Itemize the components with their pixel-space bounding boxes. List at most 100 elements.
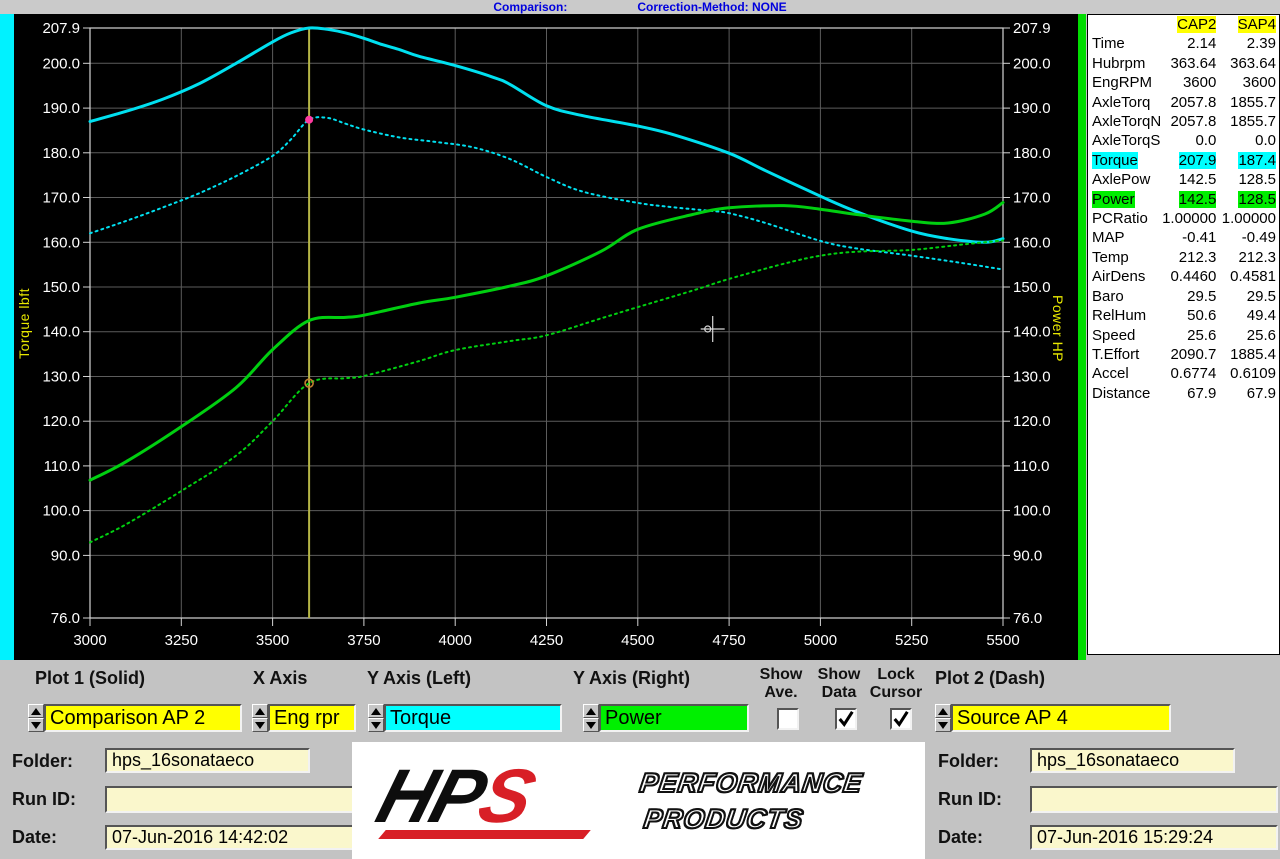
- table-row: Temp 212.3 212.3: [1088, 248, 1279, 267]
- table-row: AirDens 0.4460 0.4581: [1088, 267, 1279, 286]
- spinner-down-button[interactable]: [935, 718, 951, 732]
- comparison-header: Comparison: Correction-Method: NONE: [0, 0, 1280, 14]
- sap4-value: 49.4: [1246, 307, 1276, 325]
- plot1-spinner: [28, 704, 44, 732]
- power-axis-color-bar: [1078, 14, 1086, 660]
- sap4-value: 1855.7: [1230, 113, 1276, 131]
- left-tick-label: 160.0: [42, 234, 80, 251]
- cap2-value: 2090.7: [1170, 345, 1217, 363]
- left-tick-label: 120.0: [42, 413, 80, 430]
- spinner-down-button[interactable]: [583, 718, 599, 732]
- lock-cursor-checkbox[interactable]: [890, 708, 912, 730]
- row-label: Temp: [1092, 248, 1129, 266]
- folder-field-left[interactable]: hps_16sonataeco: [105, 748, 310, 773]
- right-tick-label: 190.0: [1013, 100, 1051, 117]
- row-label: T.Effort: [1092, 345, 1140, 363]
- table-row: AxleTorq 2057.8 1855.7: [1088, 93, 1279, 112]
- chart-area[interactable]: 207.9 207.9 200.0 200.0 190.0 190.0 180.0 180.0…: [0, 14, 1078, 660]
- date-label-left: Date:: [12, 827, 58, 847]
- xaxis-label: X Axis: [253, 668, 308, 688]
- right-tick-label: 120.0: [1013, 413, 1051, 430]
- checkmark-icon: [893, 710, 909, 727]
- row-label: Speed: [1092, 326, 1136, 344]
- folder-field-right[interactable]: hps_16sonataeco: [1030, 748, 1235, 773]
- row-label: AxleTorqN: [1092, 113, 1162, 131]
- sap4-value: 67.9: [1246, 384, 1276, 402]
- lock-cursor-line1: Lock: [877, 666, 915, 683]
- comparison-label: Comparison:: [493, 0, 568, 14]
- row-label: AxleTorqS: [1092, 132, 1161, 150]
- row-label: Hubrpm: [1092, 54, 1146, 72]
- torque-axis-color-bar: [0, 14, 14, 660]
- right-tick-label: 110.0: [1013, 458, 1049, 475]
- spinner-up-button[interactable]: [252, 704, 268, 718]
- left-tick-label: 200.0: [42, 55, 80, 72]
- lock-cursor-line2: Cursor: [869, 684, 923, 701]
- runid-label-right: Run ID:: [938, 789, 1002, 809]
- plot1-select[interactable]: Comparison AP 2: [44, 704, 242, 732]
- sap4-value: 0.4581: [1230, 268, 1276, 286]
- up-arrow-icon: [255, 707, 265, 715]
- table-row: EngRPM 3600 3600: [1088, 73, 1279, 92]
- table-row: Hubrpm 363.64 363.64: [1088, 54, 1279, 73]
- table-header-row: CAP2 SAP4: [1088, 15, 1279, 34]
- table-row: Baro 29.5 29.5: [1088, 287, 1279, 306]
- sap4-value: 212.3: [1238, 248, 1276, 266]
- right-tick-label: 200.0: [1013, 55, 1051, 72]
- spinner-up-button[interactable]: [368, 704, 384, 718]
- right-tick-label: 76.0: [1013, 610, 1042, 627]
- runid-field-left[interactable]: [105, 786, 358, 813]
- spinner-down-button[interactable]: [252, 718, 268, 732]
- spinner-up-button[interactable]: [28, 704, 44, 718]
- show-data-checkbox[interactable]: [835, 708, 857, 730]
- dyno-chart[interactable]: 207.9 207.9 200.0 200.0 190.0 190.0 180.0 180.0…: [0, 14, 1078, 660]
- sap4-value: 25.6: [1246, 326, 1276, 344]
- cap2-value: 50.6: [1187, 307, 1217, 325]
- date-field-left[interactable]: 07-Jun-2016 14:42:02: [105, 825, 358, 850]
- table-row: Accel 0.6774 0.6109: [1088, 364, 1279, 383]
- spinner-up-button[interactable]: [583, 704, 599, 718]
- spinner-up-button[interactable]: [935, 704, 951, 718]
- sap4-value: 1855.7: [1230, 93, 1276, 111]
- logo-performance-text: PERFORMANCE: [637, 767, 866, 799]
- right-tick-label: 140.0: [1013, 324, 1051, 341]
- plot1-label: Plot 1 (Solid): [35, 668, 145, 688]
- column-header-sap4: SAP4: [1237, 16, 1276, 33]
- plot2-select[interactable]: Source AP 4: [951, 704, 1171, 732]
- data-table: CAP2 SAP4 Time 2.14 2.39 Hubrpm 363.64 363.64 En…: [1088, 15, 1279, 403]
- xaxis-spinner: [252, 704, 268, 732]
- date-field-right[interactable]: 07-Jun-2016 15:29:24: [1030, 825, 1278, 850]
- runid-field-right[interactable]: [1030, 786, 1278, 813]
- sap4-value: 2.39: [1246, 35, 1276, 53]
- row-label: RelHum: [1092, 307, 1147, 325]
- right-tick-label: 180.0: [1013, 145, 1051, 162]
- right-tick-label: 170.0: [1013, 190, 1051, 207]
- spinner-down-button[interactable]: [28, 718, 44, 732]
- sap4-value: 1.00000: [1221, 210, 1276, 228]
- right-tick-label: 150.0: [1013, 279, 1051, 296]
- left-tick-label: 150.0: [42, 279, 80, 296]
- sap4-value: -0.49: [1241, 229, 1276, 247]
- xaxis-select[interactable]: Eng rpr: [268, 704, 356, 732]
- yaxis-left-select[interactable]: Torque: [384, 704, 562, 732]
- yaxis-right-label: Y Axis (Right): [573, 668, 691, 688]
- spinner-down-button[interactable]: [368, 718, 384, 732]
- cap2-value: 0.6774: [1170, 365, 1217, 383]
- table-row: PCRatio 1.00000 1.00000: [1088, 209, 1279, 228]
- cap2-value: 67.9: [1187, 384, 1217, 402]
- sap4-value: 128.5: [1238, 171, 1276, 189]
- table-row: Torque 207.9 187.4: [1088, 151, 1279, 170]
- sap4-value: 0.0: [1255, 132, 1276, 150]
- show-ave-line1: Show: [759, 666, 803, 683]
- row-label: Torque: [1092, 151, 1138, 169]
- yaxis-right-select[interactable]: Power: [599, 704, 749, 732]
- right-tick-label: 130.0: [1013, 369, 1051, 386]
- show-ave-line2: Ave.: [764, 684, 798, 701]
- up-arrow-icon: [371, 707, 381, 715]
- show-data-line1: Show: [817, 666, 861, 683]
- table-row: RelHum 50.6 49.4: [1088, 306, 1279, 325]
- table-row: Speed 25.6 25.6: [1088, 326, 1279, 345]
- show-ave-checkbox[interactable]: [777, 708, 799, 730]
- live-data-panel: CAP2 SAP4 Time 2.14 2.39 Hubrpm 363.64 363.64 En…: [1087, 14, 1280, 655]
